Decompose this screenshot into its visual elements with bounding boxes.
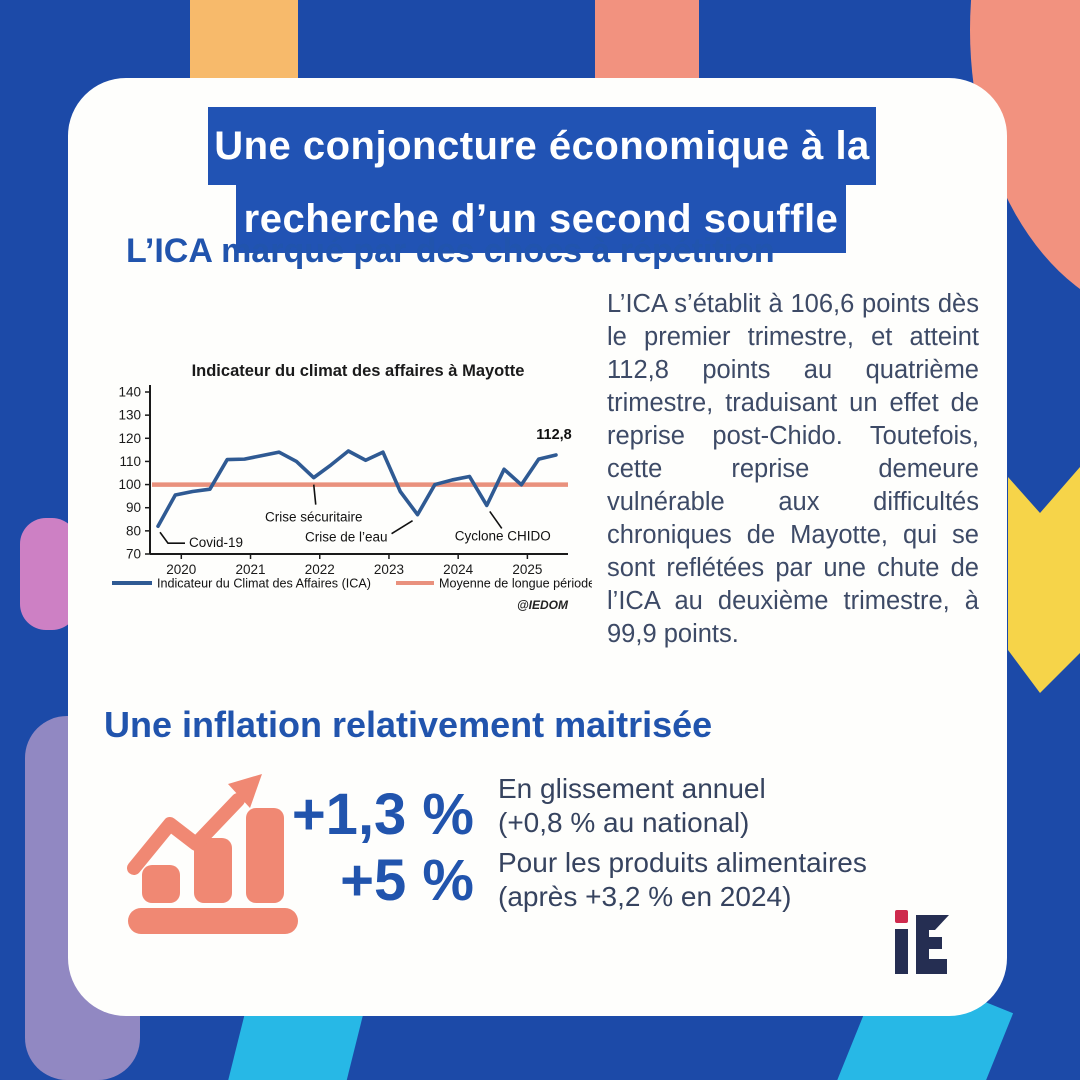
- inflation-rate-label-line1: En glissement annuel: [498, 773, 766, 804]
- svg-text:Crise de l’eau: Crise de l’eau: [305, 530, 388, 545]
- page-title-line1: Une conjoncture économique à la: [208, 107, 876, 185]
- svg-text:2022: 2022: [305, 562, 335, 577]
- inflation-rate-label: En glissement annuel (+0,8 % au national…: [498, 772, 766, 840]
- svg-text:2023: 2023: [374, 562, 404, 577]
- svg-text:70: 70: [126, 547, 141, 562]
- food-inflation-label-line1: Pour les produits alimentaires: [498, 847, 867, 878]
- svg-text:130: 130: [118, 408, 141, 423]
- svg-text:80: 80: [126, 523, 141, 538]
- svg-text:100: 100: [118, 477, 141, 492]
- svg-text:Indicateur du climat des affai: Indicateur du climat des affaires à Mayo…: [192, 362, 525, 380]
- ica-paragraph: L’ICA s’établit à 106,6 points dès le pr…: [607, 290, 979, 648]
- svg-text:2025: 2025: [512, 562, 542, 577]
- svg-text:140: 140: [118, 385, 141, 400]
- svg-text:110: 110: [119, 454, 141, 469]
- svg-text:Covid-19: Covid-19: [189, 535, 243, 550]
- svg-text:2020: 2020: [166, 562, 196, 577]
- svg-text:Indicateur du Climat des Affai: Indicateur du Climat des Affaires (ICA): [157, 577, 371, 591]
- food-inflation-label: Pour les produits alimentaires (après +3…: [498, 846, 867, 914]
- svg-text:Crise sécuritaire: Crise sécuritaire: [265, 510, 363, 525]
- food-inflation-rate-value: +5 %: [340, 848, 474, 913]
- svg-text:112,8: 112,8: [536, 427, 572, 443]
- page-title-text2: recherche d’un second souffle: [243, 196, 839, 241]
- ie-logo: [895, 910, 949, 974]
- yellow-chevron-shape: [1008, 467, 1080, 693]
- svg-text:90: 90: [126, 500, 141, 515]
- ica-section-heading: L’ICA marqué par des chocs à répétition: [126, 232, 775, 270]
- inflation-rate-label-line2: (+0,8 % au national): [498, 807, 750, 838]
- rising-bar-chart-icon: [127, 774, 298, 934]
- svg-text:Moyenne de longue période: Moyenne de longue période: [439, 577, 592, 591]
- ica-chart: Indicateur du climat des affaires à Mayo…: [108, 356, 595, 620]
- svg-text:2024: 2024: [443, 562, 474, 577]
- svg-text:2021: 2021: [235, 562, 265, 577]
- ica-chart-svg: Indicateur du climat des affaires à Mayo…: [112, 362, 595, 612]
- page-title-line2: recherche d’un second souffle: [236, 185, 846, 253]
- food-inflation-label-line2: (après +3,2 % en 2024): [498, 881, 792, 912]
- svg-text:120: 120: [118, 431, 141, 446]
- inflation-section-heading: Une inflation relativement maitrisée: [104, 704, 713, 745]
- svg-text:Cyclone CHIDO: Cyclone CHIDO: [455, 528, 551, 543]
- page-title-text1: Une conjoncture économique à la: [214, 123, 870, 168]
- inflation-rate-value: +1,3 %: [291, 782, 474, 847]
- svg-text:@IEDOM: @IEDOM: [517, 598, 569, 612]
